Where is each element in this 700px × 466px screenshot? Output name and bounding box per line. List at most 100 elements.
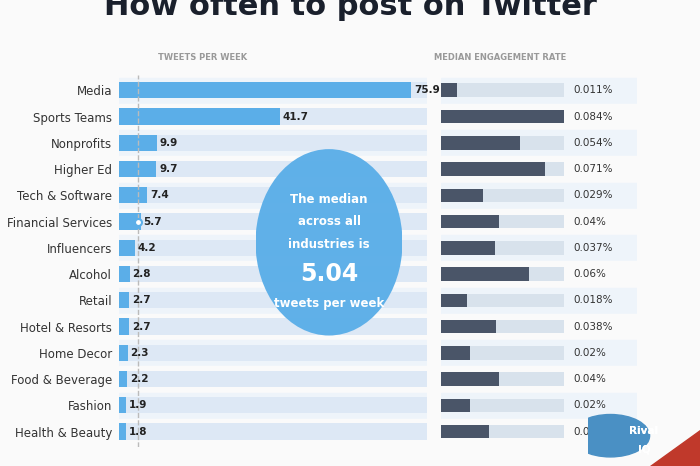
- Bar: [119, 292, 427, 308]
- Text: 75.9: 75.9: [414, 85, 440, 96]
- Bar: [441, 398, 564, 412]
- Text: industries is: industries is: [288, 238, 370, 251]
- Bar: [119, 135, 157, 151]
- Text: 9.9: 9.9: [160, 138, 178, 148]
- Bar: [441, 183, 637, 208]
- Text: 0.054%: 0.054%: [573, 138, 612, 148]
- Bar: [441, 267, 528, 281]
- Bar: [441, 215, 564, 228]
- Bar: [119, 318, 130, 335]
- Text: 2.2: 2.2: [130, 374, 148, 384]
- Bar: [441, 78, 637, 103]
- Bar: [119, 345, 128, 361]
- Bar: [119, 82, 427, 98]
- Bar: [119, 371, 127, 387]
- Text: across all: across all: [298, 215, 360, 228]
- Text: 2.7: 2.7: [132, 295, 150, 305]
- Bar: [119, 183, 427, 208]
- Bar: [441, 398, 470, 412]
- Text: 2.3: 2.3: [131, 348, 149, 358]
- Bar: [119, 157, 427, 182]
- Text: tweets per week: tweets per week: [274, 297, 384, 310]
- Text: 0.071%: 0.071%: [573, 164, 612, 174]
- Bar: [119, 235, 427, 260]
- Bar: [441, 189, 564, 202]
- Bar: [441, 340, 637, 365]
- Bar: [441, 241, 564, 254]
- Bar: [119, 340, 427, 365]
- Bar: [441, 320, 496, 333]
- Bar: [119, 292, 130, 308]
- Text: 5.7: 5.7: [144, 217, 162, 226]
- Bar: [441, 136, 519, 150]
- Bar: [441, 83, 457, 97]
- Bar: [441, 83, 564, 97]
- Ellipse shape: [256, 149, 402, 336]
- Text: 0.02%: 0.02%: [573, 400, 606, 411]
- Bar: [441, 425, 489, 439]
- Text: 4.2: 4.2: [138, 243, 157, 253]
- Bar: [441, 110, 564, 123]
- Bar: [119, 266, 427, 282]
- Bar: [119, 397, 126, 413]
- Bar: [119, 130, 427, 156]
- Bar: [119, 213, 141, 230]
- Bar: [119, 266, 130, 282]
- Bar: [441, 288, 637, 313]
- Bar: [441, 346, 470, 360]
- Bar: [119, 109, 427, 125]
- Polygon shape: [650, 430, 700, 466]
- Text: 2.7: 2.7: [132, 322, 150, 332]
- Bar: [119, 187, 148, 204]
- Bar: [441, 241, 495, 254]
- Bar: [119, 109, 279, 125]
- Bar: [119, 240, 135, 256]
- Text: 2.8: 2.8: [132, 269, 151, 279]
- Text: 5.04: 5.04: [300, 262, 358, 286]
- Text: 0.06%: 0.06%: [573, 269, 606, 279]
- Text: 0.011%: 0.011%: [573, 85, 612, 96]
- Bar: [441, 162, 545, 176]
- Bar: [441, 136, 564, 150]
- Text: 1.9: 1.9: [129, 400, 148, 411]
- Bar: [119, 345, 427, 361]
- Bar: [441, 104, 637, 129]
- Bar: [119, 240, 427, 256]
- Bar: [119, 419, 427, 444]
- Bar: [119, 135, 427, 151]
- Bar: [119, 161, 427, 177]
- Text: IQ: IQ: [638, 444, 650, 454]
- Bar: [441, 157, 637, 182]
- Text: 0.033%: 0.033%: [573, 426, 612, 437]
- Text: The median: The median: [290, 193, 368, 206]
- Bar: [441, 267, 564, 281]
- Text: Rival: Rival: [629, 426, 659, 436]
- Bar: [441, 372, 564, 386]
- Bar: [441, 425, 564, 439]
- Bar: [441, 235, 637, 260]
- Bar: [119, 78, 427, 103]
- Text: 0.02%: 0.02%: [573, 348, 606, 358]
- Text: How often to post on Twitter: How often to post on Twitter: [104, 0, 596, 21]
- Bar: [441, 130, 637, 156]
- Bar: [441, 366, 637, 392]
- Bar: [119, 261, 427, 287]
- Text: Rival: Rival: [629, 426, 659, 436]
- Text: IQ: IQ: [638, 444, 650, 454]
- Text: 0.04%: 0.04%: [573, 374, 606, 384]
- Bar: [441, 320, 564, 333]
- Bar: [441, 419, 637, 444]
- Text: 1.8: 1.8: [129, 426, 147, 437]
- Bar: [441, 110, 564, 123]
- Bar: [441, 294, 564, 307]
- Bar: [441, 261, 637, 287]
- Bar: [119, 366, 427, 392]
- Text: 0.037%: 0.037%: [573, 243, 612, 253]
- Bar: [119, 424, 126, 440]
- Bar: [119, 209, 427, 234]
- Text: 0.084%: 0.084%: [573, 111, 612, 122]
- Bar: [119, 161, 156, 177]
- Bar: [119, 393, 427, 418]
- Text: 7.4: 7.4: [150, 190, 169, 200]
- Bar: [441, 162, 564, 176]
